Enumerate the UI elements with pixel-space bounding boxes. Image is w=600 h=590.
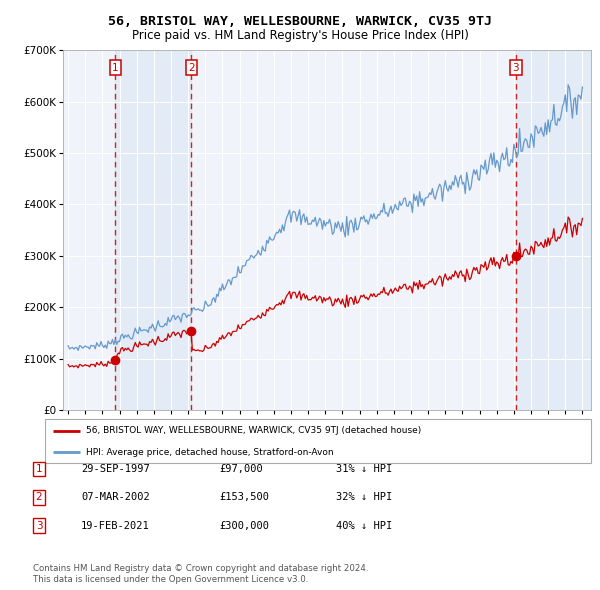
Text: £97,000: £97,000 (219, 464, 263, 474)
Bar (115, 50, 191, 410)
Text: 40% ↓ HPI: 40% ↓ HPI (336, 521, 392, 530)
Text: 3: 3 (512, 63, 519, 73)
Text: £300,000: £300,000 (219, 521, 269, 530)
Text: 2: 2 (188, 63, 194, 73)
Text: Price paid vs. HM Land Registry's House Price Index (HPI): Price paid vs. HM Land Registry's House … (131, 30, 469, 42)
Text: 29-SEP-1997: 29-SEP-1997 (81, 464, 150, 474)
Text: 3: 3 (35, 521, 43, 530)
Text: 2: 2 (35, 493, 43, 502)
Text: 31% ↓ HPI: 31% ↓ HPI (336, 464, 392, 474)
Text: HPI: Average price, detached house, Stratford-on-Avon: HPI: Average price, detached house, Stra… (86, 448, 334, 457)
Text: £153,500: £153,500 (219, 493, 269, 502)
Text: 32% ↓ HPI: 32% ↓ HPI (336, 493, 392, 502)
Text: 1: 1 (112, 63, 119, 73)
Text: Contains HM Land Registry data © Crown copyright and database right 2024.: Contains HM Land Registry data © Crown c… (33, 565, 368, 573)
Text: 07-MAR-2002: 07-MAR-2002 (81, 493, 150, 502)
Text: 56, BRISTOL WAY, WELLESBOURNE, WARWICK, CV35 9TJ: 56, BRISTOL WAY, WELLESBOURNE, WARWICK, … (108, 15, 492, 28)
Text: This data is licensed under the Open Government Licence v3.0.: This data is licensed under the Open Gov… (33, 575, 308, 584)
Text: 56, BRISTOL WAY, WELLESBOURNE, WARWICK, CV35 9TJ (detached house): 56, BRISTOL WAY, WELLESBOURNE, WARWICK, … (86, 427, 421, 435)
Text: 19-FEB-2021: 19-FEB-2021 (81, 521, 150, 530)
Text: 1: 1 (35, 464, 43, 474)
FancyBboxPatch shape (45, 419, 591, 463)
Bar (516, 50, 591, 410)
